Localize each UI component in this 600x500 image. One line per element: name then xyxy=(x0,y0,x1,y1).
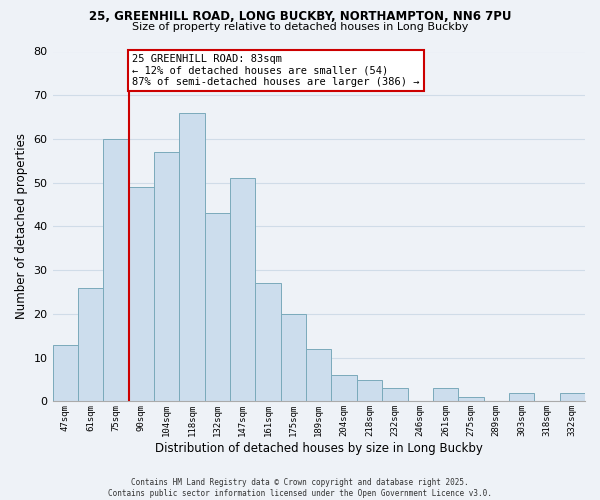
Bar xyxy=(230,178,256,402)
Bar xyxy=(78,288,103,402)
Y-axis label: Number of detached properties: Number of detached properties xyxy=(15,134,28,320)
Bar xyxy=(357,380,382,402)
Bar xyxy=(509,392,534,402)
Bar xyxy=(331,375,357,402)
Bar xyxy=(154,152,179,402)
Text: 25, GREENHILL ROAD, LONG BUCKBY, NORTHAMPTON, NN6 7PU: 25, GREENHILL ROAD, LONG BUCKBY, NORTHAM… xyxy=(89,10,511,23)
Bar xyxy=(382,388,407,402)
Text: Contains HM Land Registry data © Crown copyright and database right 2025.
Contai: Contains HM Land Registry data © Crown c… xyxy=(108,478,492,498)
Bar xyxy=(103,139,128,402)
Bar xyxy=(281,314,306,402)
X-axis label: Distribution of detached houses by size in Long Buckby: Distribution of detached houses by size … xyxy=(155,442,483,455)
Text: 25 GREENHILL ROAD: 83sqm
← 12% of detached houses are smaller (54)
87% of semi-d: 25 GREENHILL ROAD: 83sqm ← 12% of detach… xyxy=(133,54,420,87)
Bar xyxy=(256,284,281,402)
Bar xyxy=(560,392,585,402)
Bar xyxy=(458,397,484,402)
Bar xyxy=(306,349,331,402)
Text: Size of property relative to detached houses in Long Buckby: Size of property relative to detached ho… xyxy=(132,22,468,32)
Bar xyxy=(433,388,458,402)
Bar xyxy=(205,214,230,402)
Bar xyxy=(179,112,205,402)
Bar xyxy=(53,344,78,402)
Bar xyxy=(128,187,154,402)
